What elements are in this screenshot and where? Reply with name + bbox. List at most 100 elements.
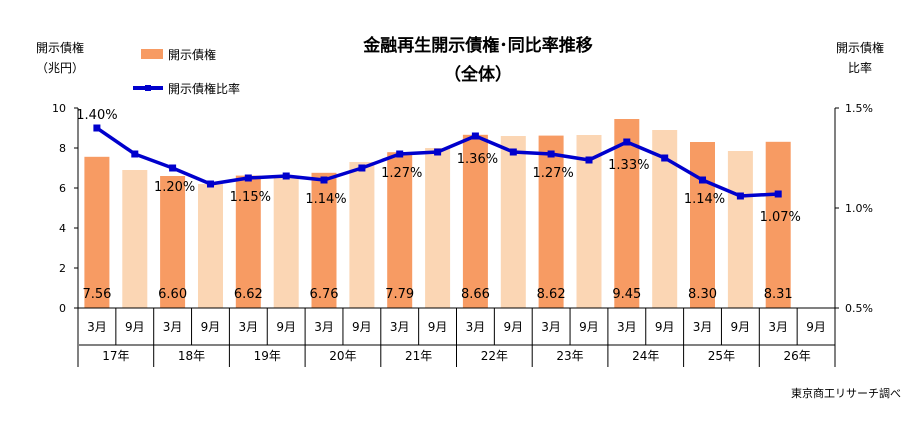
bar [690,142,715,308]
left-tick-label: 2 [59,262,66,275]
ratio-value-label: 1.40% [76,108,117,123]
ratio-point [282,172,290,180]
right-axis-label-1: 開示債権 [836,40,884,55]
month-label: 3月 [541,320,561,334]
ratio-value-label: 1.07% [760,210,801,225]
ratio-point [509,148,517,156]
chart-title: 金融再生開示債権･同比率推移 [362,35,593,56]
right-tick-label: 1.5% [845,102,873,115]
legend-line-marker [145,85,151,91]
bar-value-label: 6.62 [234,287,263,302]
bar-value-label: 6.76 [310,287,339,302]
ratio-value-label: 1.27% [532,166,573,181]
month-label: 3月 [768,320,788,334]
right-axis-label-2: 比率 [848,60,872,75]
plot-area: 0 2 4 6 8 10 0.5% 1.0% 1.5% 3月 9月 3月 9月 3月 9月 3月 9月 3月 9月 3… [52,102,873,367]
ratio-point [471,132,479,140]
month-label: 9月 [352,320,372,334]
ratio-value-label: 1.20% [154,180,195,195]
bar [425,148,451,308]
right-tick-label: 1.0% [845,202,873,215]
ratio-point [169,164,177,172]
ratio-point [774,190,782,198]
year-label: 17年 [102,349,129,363]
ratio-point [131,150,139,158]
bar [235,175,261,308]
month-label: 3月 [617,320,637,334]
left-tick-label: 10 [52,102,66,115]
month-label: 3月 [163,320,183,334]
left-tick-label: 8 [59,142,66,155]
left-axis-label-2: （兆円） [36,61,84,75]
ratio-point [547,150,555,158]
bar [727,151,753,308]
ratio-point [207,180,214,188]
source-note: 東京商工リサーチ調べ [791,386,901,400]
left-tick-label: 4 [59,222,66,235]
bar-value-label: 8.62 [537,287,566,302]
year-label: 25年 [708,349,735,363]
bar [273,178,299,308]
bar [349,162,375,308]
ratio-point [585,156,593,164]
bar [122,170,148,308]
year-label: 22年 [481,349,508,363]
year-label: 23年 [556,349,583,363]
ratio-point [434,148,442,156]
year-label: 19年 [254,349,281,363]
month-label: 3月 [314,320,334,334]
month-label: 9月 [428,320,448,334]
left-tick-label: 6 [59,182,66,195]
ratio-point [396,150,404,158]
month-label: 3月 [239,320,259,334]
bar [198,184,223,308]
month-label: 9月 [806,320,826,334]
month-label: 9月 [579,320,599,334]
month-label: 3月 [466,320,486,334]
month-label: 3月 [390,320,410,334]
month-label: 3月 [87,320,107,334]
ratio-point [358,164,366,172]
bar [500,136,526,308]
bar [462,134,488,308]
bar-value-label: 9.45 [612,287,641,302]
month-label: 9月 [731,320,751,334]
ratio-point [244,174,252,182]
year-label: 21年 [405,349,432,363]
month-label: 9月 [201,320,221,334]
month-label: 3月 [693,320,713,334]
month-label: 9月 [503,320,523,334]
month-label: 9月 [276,320,296,334]
month-label: 9月 [125,320,145,334]
chart-subtitle: （全体） [444,64,512,85]
bar-value-label: 8.30 [688,287,717,302]
ratio-point [661,154,669,162]
year-label: 18年 [178,349,205,363]
legend-bar-label: 開示債権 [168,47,216,62]
year-label: 24年 [632,349,659,363]
ratio-value-label: 1.27% [381,166,422,181]
bar-value-label: 8.31 [764,287,793,302]
bar [576,135,602,308]
bar [387,152,413,308]
legend-bar-swatch [141,49,163,59]
year-label: 26年 [784,349,811,363]
ratio-point [93,124,101,132]
left-axis-label-1: 開示債権 [36,40,84,55]
bar-value-label: 7.79 [385,287,414,302]
ratio-point [320,176,328,184]
bar-value-label: 7.56 [82,287,111,302]
legend-line-label: 開示債権比率 [168,81,240,96]
ratio-value-label: 1.36% [457,152,498,167]
bar [160,176,186,308]
ratio-value-label: 1.14% [305,192,346,207]
ratio-value-label: 1.15% [230,190,271,205]
bar [311,172,337,308]
bar [84,156,110,308]
bar [614,119,640,308]
left-tick-label: 0 [59,302,66,315]
bar-value-label: 8.66 [461,287,490,302]
ratio-point [623,138,631,146]
month-label: 9月 [655,320,675,334]
